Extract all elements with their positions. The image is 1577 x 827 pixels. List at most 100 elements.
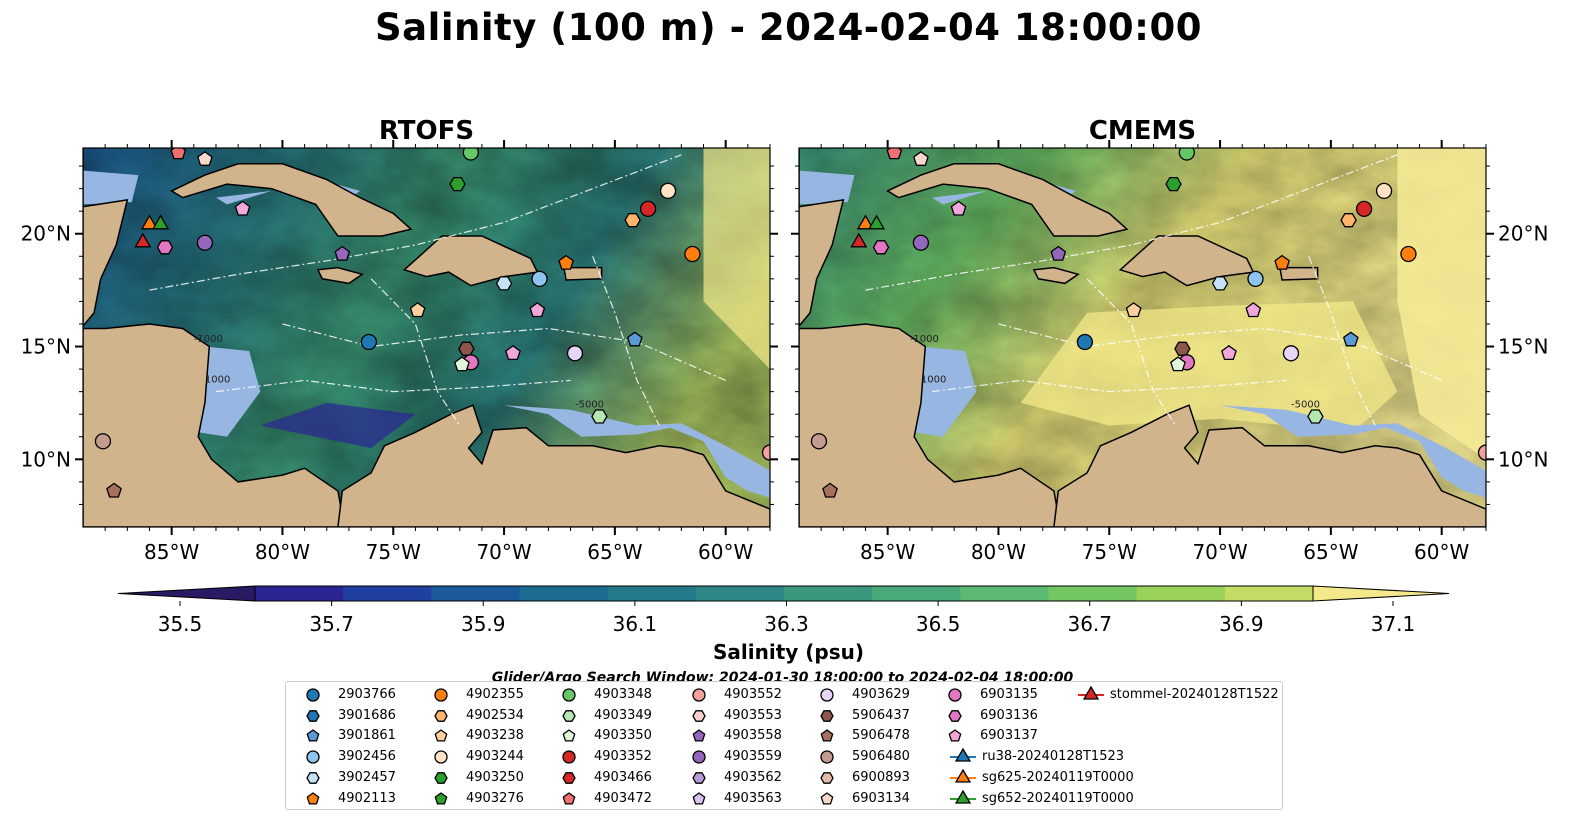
obs-4903559 <box>196 234 214 251</box>
legend-glider-icon <box>954 768 972 783</box>
legend-pentagon-icon <box>948 729 962 742</box>
legend-marker-icon <box>562 771 576 784</box>
colorbar-segment <box>695 586 785 601</box>
colorbar-segment <box>784 586 873 601</box>
legend-label: 4903350 <box>594 728 652 744</box>
colorbar-segment <box>960 586 1049 601</box>
obs-3901861 <box>1342 331 1359 347</box>
legend-marker-icon <box>950 747 976 762</box>
obs-4903349 <box>1307 409 1324 424</box>
obs-4903348 <box>462 148 479 161</box>
legend-label: stommel-20240128T1522 <box>1110 687 1279 702</box>
legend-marker-icon <box>434 688 448 702</box>
legend-hexagon-icon <box>820 709 834 722</box>
legend-marker-icon <box>692 709 706 722</box>
legend-marker-icon <box>306 791 320 805</box>
boundary-line <box>1308 256 1376 426</box>
colorbar-segment <box>872 586 961 601</box>
lon-tick-label: 85°W <box>860 540 915 564</box>
legend-label: sg625-20240119T0000 <box>982 769 1134 785</box>
obs-6903137 <box>505 344 521 361</box>
obs-4903350 <box>1170 356 1186 372</box>
legend-label: sg652-20240119T0000 <box>982 790 1134 806</box>
obs-4903238 <box>409 302 426 318</box>
land-cuba <box>170 163 413 237</box>
obs-4903352 <box>1355 200 1373 218</box>
colorbar-tick-label: 36.3 <box>764 612 809 636</box>
obs-6903137 <box>529 302 546 318</box>
legend-marker-icon <box>820 771 834 784</box>
obs-4903250 <box>449 176 466 192</box>
boundary-line <box>282 323 726 381</box>
obs-4903348 <box>1178 148 1195 161</box>
lat-tick-label: 10°N <box>21 447 71 471</box>
low-salinity-region <box>260 402 416 448</box>
legend-marker-icon <box>434 729 448 742</box>
legend-glider-icon <box>954 789 972 804</box>
legend-marker-icon <box>562 791 576 805</box>
legend-circle-icon <box>434 750 448 764</box>
legend-circle-icon <box>692 750 706 764</box>
legend-marker-icon <box>1078 685 1104 700</box>
legend-label: 4903250 <box>466 769 524 785</box>
obs-sg625-20240119T0000 <box>856 214 875 230</box>
shelf <box>216 190 272 205</box>
legend-label: 4903348 <box>594 687 652 702</box>
obs-6903134 <box>913 150 929 166</box>
colorbar-segment <box>255 586 344 601</box>
legend-pentagon-icon <box>306 729 320 742</box>
legend-marker-icon <box>950 768 976 783</box>
obs-4903559 <box>912 234 930 251</box>
legend-glider-icon <box>954 747 972 762</box>
obs-5906478 <box>822 482 838 498</box>
boundary-line <box>370 278 461 426</box>
legend-label: 5906478 <box>852 728 910 744</box>
legend-label: 4903238 <box>466 728 524 744</box>
land-jamaica <box>316 266 364 285</box>
obs-sg652-20240119T0000 <box>867 214 886 230</box>
contour-label: -5000 <box>1291 399 1320 410</box>
colorbar-tick-label: 35.7 <box>309 612 354 636</box>
lat-tick-label: 15°N <box>21 335 71 359</box>
obs-4902534 <box>624 213 641 228</box>
obs-6903137 <box>1221 344 1237 361</box>
legend: 2903766 3901686 3901861 3902456 3902457 49021… <box>285 681 1283 810</box>
legend-circle-icon <box>562 750 576 764</box>
legend-hexagon-icon <box>692 709 706 722</box>
legend-marker-icon <box>306 729 320 742</box>
legend-label: 4903472 <box>594 790 652 806</box>
legend-marker-icon <box>306 771 320 784</box>
legend-label: 3901861 <box>338 728 396 744</box>
obs-4903244 <box>1375 182 1393 200</box>
lon-tick-label: 70°W <box>1192 540 1247 564</box>
lon-tick-label: 75°W <box>366 540 421 564</box>
legend-marker-icon <box>692 688 706 702</box>
colorbar-segment <box>431 586 520 601</box>
legend-hexagon-icon <box>306 709 320 722</box>
legend-label: 6903134 <box>852 790 910 806</box>
legend-label: 4903352 <box>594 749 652 765</box>
obs-3902456 <box>1247 270 1264 287</box>
legend-pentagon-icon <box>434 729 448 742</box>
legend-marker-icon <box>948 729 962 742</box>
legend-hexagon-icon <box>948 709 962 722</box>
legend-marker-icon <box>820 688 834 702</box>
colorbar-segment <box>1048 586 1138 601</box>
colorbar-segment <box>343 586 432 601</box>
legend-marker-icon <box>306 709 320 722</box>
contour-label: 1000 <box>205 375 230 386</box>
shelf <box>1220 405 1486 498</box>
land-hispaniola <box>402 235 539 287</box>
legend-label: 4903552 <box>724 687 782 702</box>
obs-4903250 <box>1165 176 1182 192</box>
shelf <box>799 170 855 205</box>
legend-hexagon-icon <box>562 709 576 722</box>
legend-hexagon-icon <box>562 771 576 784</box>
map-frame <box>82 147 771 528</box>
legend-pentagon-icon <box>820 791 834 805</box>
legend-label: 6900893 <box>852 769 910 785</box>
legend-marker-icon <box>434 771 448 784</box>
legend-marker-icon <box>562 729 576 742</box>
cmems-map: -1000 1000 -5000 <box>799 148 1486 527</box>
obs-5906437 <box>1174 341 1191 356</box>
